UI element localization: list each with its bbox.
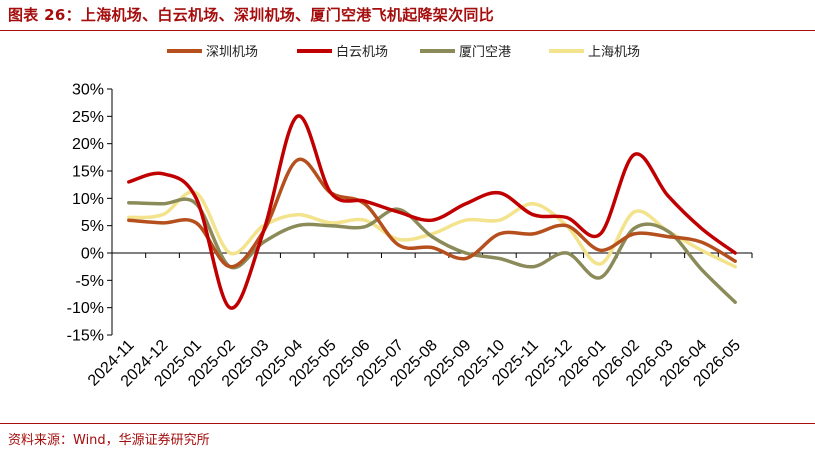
y-tick-label: -10% <box>67 300 104 317</box>
legend-label: 厦门空港 <box>459 45 511 60</box>
y-tick-label: 5% <box>81 218 104 235</box>
series-line-3 <box>127 190 737 269</box>
y-tick-label: -15% <box>67 328 104 345</box>
legend: 深圳机场 白云机场 厦门空港 上海机场 <box>167 44 640 60</box>
legend-label: 深圳机场 <box>206 45 258 60</box>
y-tick-label: 15% <box>72 164 104 181</box>
source-note: 资料来源：Wind，华源证券研究所 <box>8 433 210 448</box>
series-lines <box>127 114 737 310</box>
legend-label: 白云机场 <box>336 44 388 60</box>
y-tick-label: 10% <box>72 191 104 208</box>
series-line-1 <box>127 114 737 310</box>
y-tick-label: 20% <box>72 136 104 153</box>
y-tick-label: 25% <box>72 109 104 126</box>
legend-label: 上海机场 <box>588 45 640 60</box>
y-tick-label: 0% <box>81 246 104 263</box>
chart-title: 图表 26：上海机场、白云机场、深圳机场、厦门空港飞机起降架次同比 <box>8 6 494 24</box>
y-tick-label: 30% <box>72 82 104 99</box>
y-tick-label: -5% <box>76 273 104 290</box>
axes: 30%25%20%15%10%5%0%-5%-10%-15%2024-11202… <box>67 82 753 390</box>
series-line-0 <box>127 157 737 269</box>
title-rule <box>0 30 815 31</box>
source-rule <box>0 423 815 424</box>
